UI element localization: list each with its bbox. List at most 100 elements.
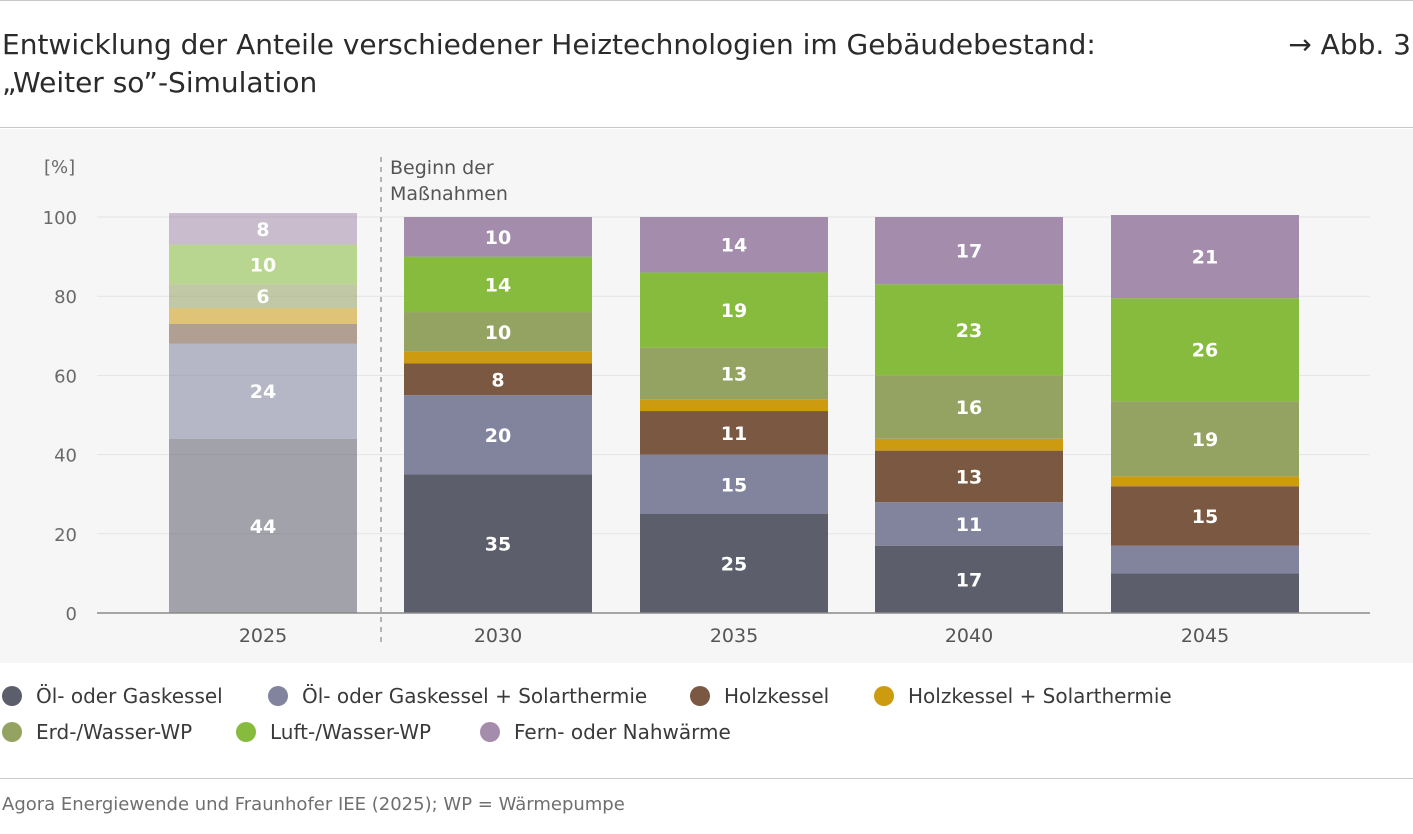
bar-segment xyxy=(169,438,357,613)
legend-swatch xyxy=(268,686,288,706)
data-labels: 44 24 6 10 8 35 20 8 10 14 10 25 15 11 13 19 14 17 11 13 16 2… xyxy=(250,219,1218,591)
data-label: 10 xyxy=(250,255,276,277)
bar-segment xyxy=(1111,215,1299,299)
bar-segment xyxy=(1111,476,1299,487)
bar-segment xyxy=(1111,401,1299,477)
data-label: 13 xyxy=(721,363,747,385)
data-label: 17 xyxy=(956,241,982,263)
bar-segment xyxy=(404,351,592,364)
y-tick-label: 20 xyxy=(54,525,77,546)
bar-segment xyxy=(875,502,1063,546)
title-line-2: „Weiter so”-Simulation xyxy=(2,66,318,99)
bar-segment xyxy=(404,363,592,396)
bar-segment xyxy=(875,438,1063,451)
data-label: 20 xyxy=(485,425,511,447)
data-label: 23 xyxy=(956,320,982,342)
legend-label: Öl- oder Gaskessel + Solarthermie xyxy=(302,684,648,708)
bar-segment xyxy=(640,454,828,514)
bar-segment xyxy=(640,411,828,455)
legend-item: Öl- oder Gaskessel xyxy=(2,684,223,708)
data-label: 13 xyxy=(956,466,982,488)
bar-segment xyxy=(640,347,828,400)
y-tick-label: 0 xyxy=(66,604,77,625)
legend-label: Fern- oder Nahwärme xyxy=(514,720,731,744)
legend-label: Holzkessel xyxy=(724,684,830,708)
bar-segment xyxy=(169,343,357,439)
annotation-label: Beginn der xyxy=(390,157,494,179)
data-label: 35 xyxy=(485,534,511,556)
legend-label: Luft-/Wasser-WP xyxy=(270,720,432,744)
x-tick-label: 2035 xyxy=(710,625,758,647)
legend-item: Holzkessel xyxy=(690,684,829,708)
data-label: 26 xyxy=(1192,340,1218,362)
legend-item: Holzkessel + Solarthermie xyxy=(874,684,1172,708)
x-tick-label: 2040 xyxy=(945,625,993,647)
bar-segment xyxy=(1111,573,1299,613)
data-label: 25 xyxy=(721,554,747,576)
legend-item: Öl- oder Gaskessel + Solarthermie xyxy=(268,684,647,708)
bar-segment xyxy=(1111,298,1299,402)
legend-swatch xyxy=(690,686,710,706)
data-label: 19 xyxy=(721,300,747,322)
legend-swatch xyxy=(2,722,22,742)
bars xyxy=(169,213,1299,613)
data-label: 8 xyxy=(256,219,269,241)
bar-segment xyxy=(404,312,592,352)
legend-label: Erd-/Wasser-WP xyxy=(36,720,193,744)
x-tick-label: 2025 xyxy=(239,625,287,647)
chart-title: Entwicklung der Anteile verschiedener He… xyxy=(2,26,1096,102)
data-label: 14 xyxy=(485,274,511,296)
title-divider xyxy=(0,127,1413,128)
bar-segment xyxy=(169,213,357,245)
legend-item: Fern- oder Nahwärme xyxy=(480,720,731,744)
source-note: Agora Energiewende und Fraunhofer IEE (2… xyxy=(2,794,625,815)
bar-segment xyxy=(169,284,357,309)
data-label: 17 xyxy=(956,569,982,591)
data-label: 14 xyxy=(721,235,747,257)
data-label: 15 xyxy=(1192,506,1218,528)
y-tick-label: 80 xyxy=(54,287,77,308)
bar-segment xyxy=(404,217,592,257)
x-tick-label: 2045 xyxy=(1181,625,1229,647)
bar-segment xyxy=(169,308,357,324)
data-label: 19 xyxy=(1192,429,1218,451)
data-label: 15 xyxy=(721,474,747,496)
bar-segment xyxy=(875,375,1063,439)
bar-segment xyxy=(169,323,357,344)
data-label: 44 xyxy=(250,516,276,538)
chart-panel: 44 24 6 10 8 35 20 8 10 14 10 25 15 11 13 19 14 17 11 13 16 2… xyxy=(0,129,1413,663)
data-label: 10 xyxy=(485,227,511,249)
data-label: 11 xyxy=(956,514,982,536)
y-tick-label: 40 xyxy=(54,446,77,467)
legend-item: Luft-/Wasser-WP xyxy=(236,720,431,744)
bar-segment xyxy=(875,545,1063,613)
bar-segment xyxy=(1111,545,1299,574)
legend-swatch xyxy=(480,722,500,742)
top-rule xyxy=(0,0,1413,1)
y-tick-label: 60 xyxy=(54,366,77,387)
bar-segment xyxy=(404,395,592,475)
annotation-label: Maßnahmen xyxy=(390,183,508,205)
bar-segment xyxy=(875,450,1063,503)
data-label: 11 xyxy=(721,423,747,445)
legend-label: Holzkessel + Solarthermie xyxy=(908,684,1172,708)
bar-segment xyxy=(875,284,1063,376)
figure-reference: → Abb. 3 xyxy=(1288,28,1411,61)
data-label: 6 xyxy=(256,286,269,308)
y-axis-label: [%] xyxy=(44,157,75,178)
source-divider xyxy=(0,778,1413,779)
data-label: 21 xyxy=(1192,247,1218,269)
bar-segment xyxy=(169,244,357,285)
x-tick-label: 2030 xyxy=(474,625,522,647)
bar-segment xyxy=(640,514,828,613)
data-label: 16 xyxy=(956,397,982,419)
bar-segment xyxy=(404,256,592,313)
bar-segment xyxy=(640,399,828,412)
legend-label: Öl- oder Gaskessel xyxy=(36,684,223,708)
bar-segment xyxy=(640,272,828,348)
bar-segment xyxy=(640,217,828,273)
legend-swatch xyxy=(236,722,256,742)
data-label: 8 xyxy=(491,369,504,391)
stacked-bar-chart: 44 24 6 10 8 35 20 8 10 14 10 25 15 11 13 19 14 17 11 13 16 2… xyxy=(43,157,1370,647)
